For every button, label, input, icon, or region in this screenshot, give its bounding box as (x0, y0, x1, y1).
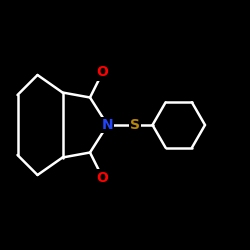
Text: N: N (102, 118, 113, 132)
Text: O: O (96, 170, 108, 184)
Text: S: S (130, 118, 140, 132)
Text: O: O (96, 66, 108, 80)
